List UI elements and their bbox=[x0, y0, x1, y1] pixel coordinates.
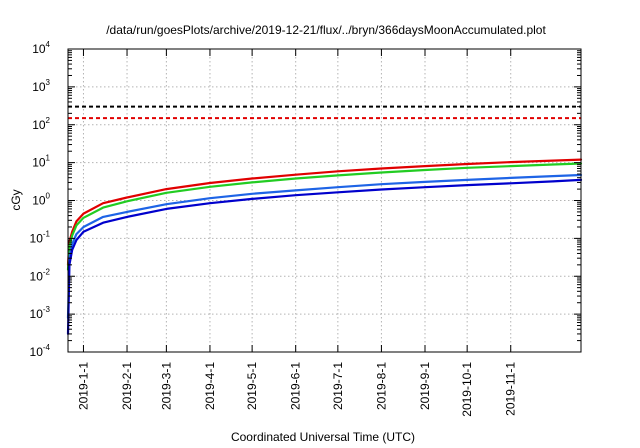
x-tick-label: 2019-10-1 bbox=[460, 362, 474, 417]
y-tick-exponent: -3 bbox=[43, 305, 51, 314]
x-tick-label: 2019-6-1 bbox=[289, 362, 303, 410]
x-tick-label: 2019-9-1 bbox=[418, 362, 432, 410]
series-line bbox=[66, 158, 583, 266]
y-tick-exponent: 0 bbox=[46, 192, 51, 201]
y-tick-exponent: -1 bbox=[43, 229, 51, 238]
plot-frame bbox=[67, 48, 582, 353]
x-tick-label: 2019-7-1 bbox=[331, 362, 345, 410]
x-axis-ticks: 2019-1-1 2019-2-1 2019-3-1 2019-4-1 2019-5-1… bbox=[76, 49, 518, 417]
x-tick-label: 2019-11-1 bbox=[504, 362, 518, 416]
y-axis-label: cGy bbox=[9, 189, 23, 210]
x-tick-label: 2019-3-1 bbox=[159, 362, 173, 410]
series-line bbox=[66, 173, 583, 319]
series-line bbox=[66, 178, 583, 335]
y-tick-exponent: 2 bbox=[46, 116, 51, 125]
x-tick-label: 2019-5-1 bbox=[245, 362, 259, 410]
y-tick-exponent: 4 bbox=[46, 40, 51, 49]
x-tick-label: 2019-2-1 bbox=[120, 362, 134, 410]
x-tick-label: 2019-1-1 bbox=[76, 362, 90, 410]
series-line bbox=[66, 162, 583, 271]
series-lines bbox=[66, 158, 583, 335]
x-tick-label: 2019-4-1 bbox=[203, 362, 217, 410]
y-tick-exponent: -2 bbox=[43, 267, 51, 276]
chart-title: /data/run/goesPlots/archive/2019-12-21/f… bbox=[106, 23, 546, 37]
y-tick-exponent: -4 bbox=[43, 343, 51, 352]
x-axis-label: Coordinated Universal Time (UTC) bbox=[231, 430, 415, 444]
threshold-lines bbox=[68, 105, 581, 120]
y-tick-exponent: 3 bbox=[46, 78, 51, 87]
y-tick-exponent: 1 bbox=[46, 154, 51, 163]
x-tick-label: 2019-8-1 bbox=[374, 362, 388, 410]
grid bbox=[68, 49, 581, 352]
